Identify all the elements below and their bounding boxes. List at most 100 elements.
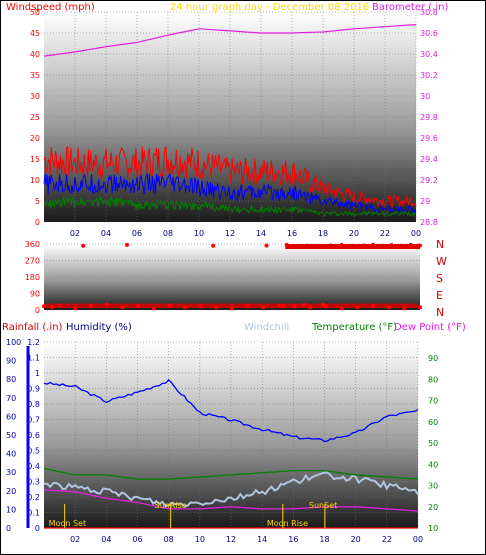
panel2-point: [245, 304, 250, 309]
panel2-point: [183, 305, 187, 310]
panel3-temp-tick: 90: [428, 354, 438, 363]
panel1-series-barometer: [43, 24, 417, 57]
panel3-label: Humidity (%): [66, 322, 132, 333]
panel2-point: [302, 302, 307, 307]
panel3-xtick-label: 04: [101, 535, 111, 544]
panel1-ytick-label: 50: [30, 8, 40, 17]
panel1-title: 24 hour graph day - December 08 2016: [170, 2, 369, 13]
panel1-ytick-label: 20: [30, 134, 40, 143]
panel3-rain-tick: 0.4: [27, 462, 40, 471]
panel2-point: [42, 304, 46, 309]
panel2-ytick-label: 270: [25, 257, 40, 266]
panel3-xtick-label: 18: [319, 535, 329, 544]
panel2-point: [104, 302, 109, 307]
panel3-humidity-tick: 0: [6, 524, 11, 533]
panel2-compass-label: W: [436, 255, 447, 268]
panel2-point: [89, 304, 93, 309]
panel1-xtick-label: 00: [411, 229, 421, 238]
panel1-xtick-label: 08: [163, 229, 173, 238]
panel3-humidity-tick: 30: [6, 468, 16, 477]
panel3-rain-tick: 0.7: [27, 416, 40, 425]
panel3-annotation-label: Moon Set: [49, 519, 86, 528]
panel1-ytick-label: 40: [30, 50, 40, 59]
panel2-point: [49, 305, 54, 310]
panel3-rain-tick: 1.1: [27, 354, 40, 363]
panel3-rain-tick: 0.3: [27, 478, 40, 487]
panel1-y2tick-label: 29.6: [420, 134, 438, 143]
panel1-xtick-label: 02: [70, 229, 80, 238]
panel2-direction-band: [46, 303, 418, 308]
panel1-xtick-label: 20: [349, 229, 359, 238]
panel2-point: [125, 242, 129, 247]
panel3-temp-tick: 30: [428, 482, 438, 491]
panel2-point: [73, 306, 78, 311]
panel3-xtick-label: 20: [351, 535, 361, 544]
panel3-temp-tick: 20: [428, 503, 438, 512]
panel3-humidity-tick: 80: [6, 375, 16, 384]
panel2-point: [211, 243, 216, 248]
panel1-y2tick-label: 30.6: [420, 29, 438, 38]
panel3-temp-tick: 80: [428, 375, 438, 384]
panel2-point: [151, 306, 156, 311]
panel2-compass-label: N: [436, 306, 444, 319]
panel1-y2tick-label: 30.2: [420, 71, 438, 80]
panel3-annotation-label: Moon Rise: [267, 519, 308, 528]
panel2-point: [167, 303, 172, 308]
panel3-label: Windchill: [244, 322, 289, 333]
panel2-compass-label: E: [436, 289, 443, 302]
panel3-xtick-label: 06: [132, 535, 142, 544]
panel3-humidity-tick: 60: [6, 412, 16, 421]
panel2-point: [402, 306, 407, 311]
panel1-ytick-label: 5: [35, 197, 40, 206]
panel2-ytick-label: 180: [25, 273, 40, 282]
panel3-xtick-label: 16: [288, 535, 298, 544]
panel3-series-dewpoint: [43, 489, 419, 512]
panel2-compass-label: N: [436, 238, 444, 251]
panel2-point: [264, 243, 269, 248]
panel3-xtick-label: 14: [257, 535, 267, 544]
panel3-xtick-label: 22: [382, 535, 392, 544]
panel1-xtick-label: 18: [318, 229, 328, 238]
panel2-point: [418, 305, 422, 310]
panel1-ytick-label: 10: [30, 176, 40, 185]
panel3-rain-tick: 0.1: [27, 509, 40, 518]
panel2-point: [355, 305, 360, 310]
panel1-xtick-label: 04: [101, 229, 111, 238]
panel1-y2label: Barometer (.in): [372, 2, 448, 13]
panel1-ytick-label: 15: [30, 155, 40, 164]
panel3-rain-tick: 0.8: [27, 400, 40, 409]
panel2-point: [386, 305, 391, 310]
panel2-point: [214, 305, 219, 310]
panel1-y2tick-label: 28.8: [420, 218, 438, 227]
panel1-ytick-label: 0: [35, 218, 40, 227]
panel1-ytick-label: 30: [30, 92, 40, 101]
panel2-point: [292, 304, 297, 309]
panel3-rain-tick: 0: [35, 524, 40, 533]
panel3-humidity-tick: 20: [6, 487, 16, 496]
panel3-rain-tick: 0.9: [27, 385, 40, 394]
panel2-point: [320, 302, 325, 307]
panel1-y2tick-label: 29.4: [420, 155, 438, 164]
panel3-label: Temperature (°F): [311, 322, 397, 333]
panel2-point: [308, 305, 313, 310]
panel2-ytick-label: 0: [35, 306, 40, 315]
panel3-annotation-label: SunRise: [155, 501, 187, 510]
panel3-rain-tick: 0.5: [27, 447, 40, 456]
panel2-ytick-label: 90: [30, 290, 40, 299]
panel1-ytick-label: 35: [30, 71, 40, 80]
panel3-humidity-tick: 70: [6, 394, 16, 403]
panel2-point: [324, 304, 328, 309]
panel3-rain-tick: 0.6: [27, 431, 40, 440]
panel2-compass-label: S: [436, 272, 443, 285]
panel1-series-direction_avg: [43, 194, 416, 218]
panel1-xtick-label: 16: [287, 229, 297, 238]
panel3-rain-tick: 1: [35, 369, 40, 378]
panel2-ytick-label: 360: [25, 240, 40, 249]
panel1-series-speed: [43, 173, 417, 214]
panel3-humidity-tick: 100: [6, 338, 21, 347]
panel2-point: [230, 306, 234, 311]
panel3-label: Rainfall (.in): [2, 322, 63, 333]
panel2-direction-band-north: [285, 244, 420, 249]
panel1-xtick-label: 10: [194, 229, 204, 238]
